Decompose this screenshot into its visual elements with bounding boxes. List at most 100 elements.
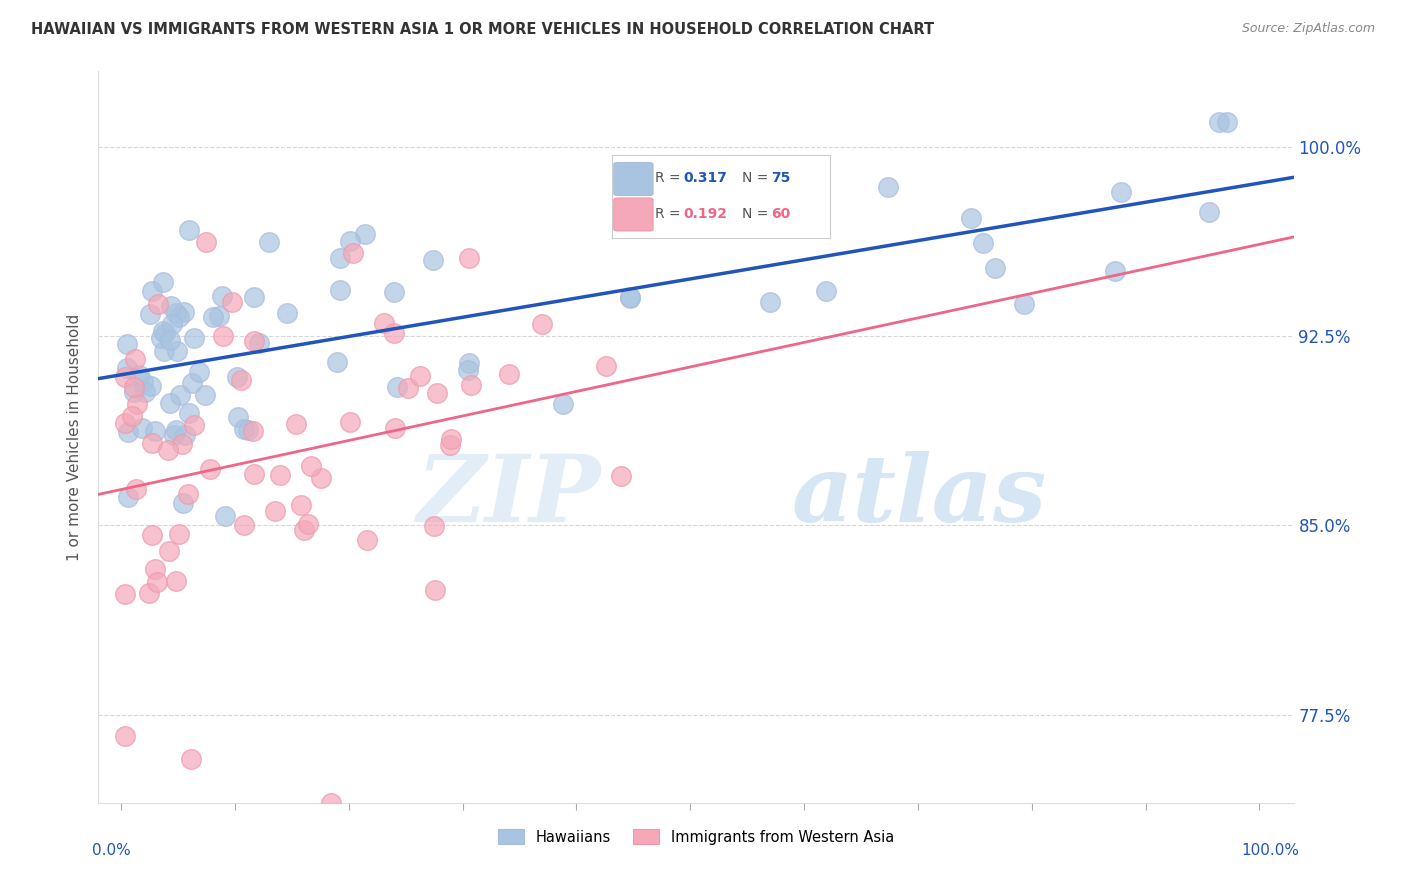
Point (114, 370, 136, 384)
Point (148, 296, 170, 310)
Point (167, 310, 190, 325)
Text: R =: R = (655, 171, 685, 186)
Point (173, 305, 195, 319)
Point (132, 375, 155, 389)
Point (1014, 297, 1036, 311)
Point (423, 519, 446, 533)
Point (167, 527, 190, 541)
Point (877, 180, 900, 194)
Point (619, 291, 641, 305)
Point (157, 543, 180, 558)
Point (531, 318, 554, 332)
Point (329, 252, 352, 266)
Point (326, 355, 349, 369)
Point (195, 235, 218, 249)
Point (458, 251, 481, 265)
Point (284, 417, 307, 432)
Point (124, 352, 146, 367)
Point (177, 223, 200, 237)
Point (457, 356, 479, 370)
Text: 100.0%: 100.0% (1241, 843, 1299, 858)
Point (321, 796, 343, 810)
Point (243, 290, 266, 304)
Point (156, 443, 179, 458)
Point (177, 406, 200, 420)
FancyBboxPatch shape (614, 162, 652, 195)
Point (153, 326, 176, 340)
Point (460, 377, 482, 392)
Point (152, 324, 174, 338)
Point (173, 428, 195, 442)
Text: N =: N = (742, 171, 773, 186)
Point (619, 290, 641, 304)
Point (177, 486, 200, 500)
Point (117, 425, 139, 439)
Point (551, 397, 574, 411)
Point (121, 409, 143, 424)
Point (297, 516, 319, 531)
Point (387, 380, 409, 394)
Point (382, 285, 405, 299)
Point (269, 467, 291, 482)
Point (609, 468, 631, 483)
Point (1216, 115, 1239, 129)
Point (160, 317, 183, 331)
Point (200, 462, 222, 476)
Point (194, 388, 217, 402)
Point (165, 306, 187, 320)
Point (1104, 263, 1126, 277)
Point (457, 362, 479, 376)
Point (422, 252, 444, 267)
Point (114, 587, 136, 601)
Point (138, 308, 160, 322)
Point (152, 276, 174, 290)
Legend: Hawaiians, Immigrants from Western Asia: Hawaiians, Immigrants from Western Asia (492, 823, 900, 850)
Point (276, 305, 298, 319)
FancyBboxPatch shape (614, 198, 652, 231)
Point (183, 331, 205, 345)
Point (815, 284, 838, 298)
Point (231, 373, 253, 387)
Point (595, 359, 617, 373)
Text: HAWAIIAN VS IMMIGRANTS FROM WESTERN ASIA 1 OR MORE VEHICLES IN HOUSEHOLD CORRELA: HAWAIIAN VS IMMIGRANTS FROM WESTERN ASIA… (31, 22, 934, 37)
Point (124, 379, 146, 393)
Point (115, 360, 138, 375)
Point (384, 420, 406, 434)
Point (309, 471, 332, 485)
Point (131, 421, 153, 435)
Point (354, 227, 377, 242)
Point (498, 368, 520, 382)
Point (373, 316, 395, 330)
Point (141, 284, 163, 298)
Point (259, 235, 281, 250)
Point (172, 496, 194, 510)
Text: 0.317: 0.317 (683, 171, 727, 186)
Point (329, 283, 352, 297)
Point (232, 517, 254, 532)
Point (356, 533, 378, 548)
Point (180, 376, 202, 390)
Text: N =: N = (742, 208, 773, 221)
Point (384, 326, 406, 340)
Point (139, 379, 162, 393)
Point (984, 261, 1007, 276)
Point (114, 729, 136, 743)
Point (339, 415, 361, 429)
Point (125, 482, 148, 496)
Point (264, 504, 287, 518)
Point (201, 310, 224, 324)
Point (972, 235, 994, 250)
Point (292, 523, 315, 537)
Point (759, 295, 782, 310)
Text: 60: 60 (770, 208, 790, 221)
Point (159, 396, 181, 410)
Point (247, 336, 270, 351)
Point (1111, 185, 1133, 199)
Point (163, 428, 186, 442)
Point (1208, 115, 1230, 129)
Point (426, 385, 449, 400)
Point (141, 436, 163, 450)
Point (242, 425, 264, 439)
Point (290, 498, 312, 512)
Point (117, 490, 139, 504)
